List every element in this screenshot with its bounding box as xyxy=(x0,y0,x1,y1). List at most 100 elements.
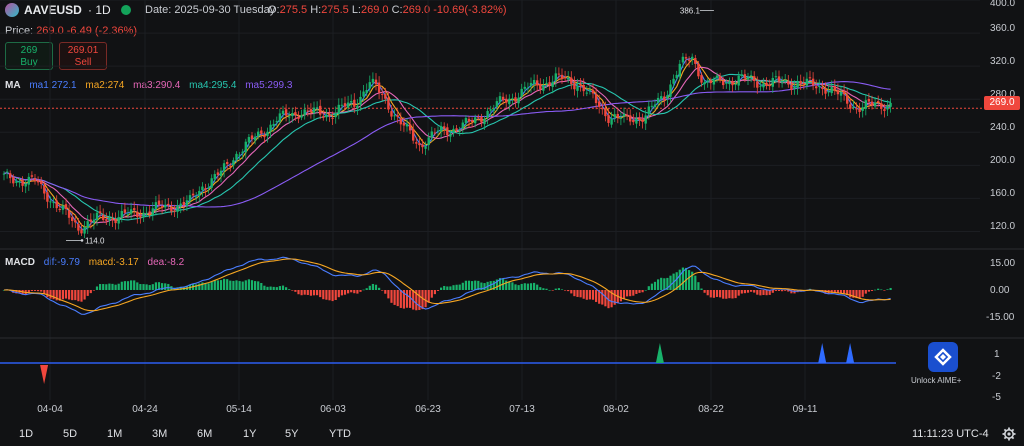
buy-button[interactable]: 269 Buy xyxy=(5,42,53,70)
candle-body xyxy=(669,84,672,97)
macd-histogram-bar xyxy=(446,286,449,290)
candle-body xyxy=(554,73,557,81)
current-price-tag: 269.0 xyxy=(984,96,1020,110)
macd-histogram-bar xyxy=(325,290,328,300)
candle-body xyxy=(222,163,226,171)
macd-histogram-bar xyxy=(368,285,371,290)
macd-panel xyxy=(2,256,892,315)
candle-body xyxy=(787,81,790,85)
macd-histogram-bar xyxy=(294,290,297,292)
candle-body xyxy=(281,110,285,114)
high-value: 275.5 xyxy=(321,4,349,16)
range-3m-button[interactable]: 3M xyxy=(152,428,168,440)
macd-histogram-bar xyxy=(598,290,601,304)
range-ytd-button[interactable]: YTD xyxy=(329,428,351,440)
candle-body xyxy=(139,215,142,218)
macd-histogram-bar xyxy=(520,283,523,290)
candle-body xyxy=(179,203,182,207)
candle-body xyxy=(98,211,102,214)
range-1d-button[interactable]: 1D xyxy=(19,428,34,440)
candle-body xyxy=(204,188,207,190)
ma-legend[interactable]: MA ma1:272.1 ma2:274 ma3:290.4 ma4:295.4… xyxy=(5,80,298,91)
settings-gear-icon[interactable] xyxy=(1002,427,1016,441)
range-5y-button[interactable]: 5Y xyxy=(285,428,299,440)
candle-body xyxy=(436,130,440,132)
candle-body xyxy=(346,102,350,108)
macd-histogram-bar xyxy=(430,290,433,298)
macd-histogram-bar xyxy=(278,286,281,290)
range-6m-button[interactable]: 6M xyxy=(197,428,213,440)
aave-logo-icon xyxy=(5,3,19,17)
candle-body xyxy=(709,80,712,84)
candle-body xyxy=(768,85,771,87)
candle-body xyxy=(399,118,402,125)
candle-body xyxy=(24,183,27,187)
candle-body xyxy=(269,124,272,132)
candle-body xyxy=(393,115,396,117)
macd-histogram-bar xyxy=(542,288,545,290)
aime-logo-icon[interactable] xyxy=(928,342,958,372)
macd-histogram-bar xyxy=(700,288,703,290)
candle-body xyxy=(120,210,123,218)
interval-label[interactable]: · 1D xyxy=(88,3,111,17)
macd-histogram-bar xyxy=(545,288,548,290)
candle-body xyxy=(142,212,145,218)
macd-histogram-bar xyxy=(216,280,219,290)
macd-histogram-bar xyxy=(353,290,356,294)
candle-body xyxy=(560,74,564,79)
high-annotation-label: 386.1 xyxy=(680,6,701,15)
candle-body xyxy=(734,83,737,85)
candle-body xyxy=(842,90,846,95)
macd-histogram-bar xyxy=(371,283,374,290)
candle-body xyxy=(315,107,319,109)
candle-body xyxy=(377,82,381,93)
range-1y-button[interactable]: 1Y xyxy=(243,428,257,440)
buy-label: Buy xyxy=(20,57,38,68)
candle-body xyxy=(681,56,685,63)
range-1m-button[interactable]: 1M xyxy=(107,428,123,440)
candle-body xyxy=(508,98,511,105)
macd-histogram-bar xyxy=(148,285,151,290)
macd-histogram-bar xyxy=(750,290,753,292)
macd-histogram-bar xyxy=(461,282,464,290)
candle-body xyxy=(241,151,244,154)
macd-histogram-bar xyxy=(139,284,142,290)
candle-body xyxy=(55,200,58,209)
macd-histogram-bar xyxy=(312,290,316,296)
macd-histogram-bar xyxy=(585,290,588,300)
macd-histogram-bar xyxy=(365,288,368,290)
sell-button[interactable]: 269.01 Sell xyxy=(59,42,107,70)
candle-body xyxy=(567,77,570,80)
macd-histogram-bar xyxy=(557,288,560,290)
macd-histogram-bar xyxy=(774,290,777,291)
candle-body xyxy=(780,82,784,84)
candle-body xyxy=(585,92,588,94)
candle-body xyxy=(728,81,731,85)
range-5d-button[interactable]: 5D xyxy=(63,428,78,440)
macd-histogram-bar xyxy=(784,290,787,291)
macd-histogram-bar xyxy=(533,282,536,290)
candle-body xyxy=(36,180,40,183)
candle-body xyxy=(563,77,567,79)
macd-legend[interactable]: MACD dif:-9.79 macd:-3.17 dea:-8.2 xyxy=(5,257,190,268)
candle-body xyxy=(238,154,241,156)
candle-body xyxy=(126,213,130,215)
price-value: 269.0 -6.49 (-2.36%) xyxy=(36,25,138,37)
candle-body xyxy=(548,82,551,86)
candle-body xyxy=(514,97,517,102)
macd-histogram-bar xyxy=(226,279,229,290)
macd-histogram-bar xyxy=(405,290,409,308)
signal-tick: 1 xyxy=(994,349,1000,360)
candle-body xyxy=(495,101,499,107)
symbol-name[interactable]: AAVEUSD xyxy=(24,3,82,17)
macd-histogram-bar xyxy=(161,283,164,290)
candle-body xyxy=(675,74,678,79)
aime-unlock-label[interactable]: Unlock AIME+ xyxy=(911,376,962,385)
macd-histogram-bar xyxy=(464,280,467,290)
candle-body xyxy=(672,78,675,84)
candle-body xyxy=(883,109,886,111)
macd-histogram-bar xyxy=(46,290,49,298)
candle-body xyxy=(811,78,815,86)
candle-body xyxy=(805,78,809,86)
